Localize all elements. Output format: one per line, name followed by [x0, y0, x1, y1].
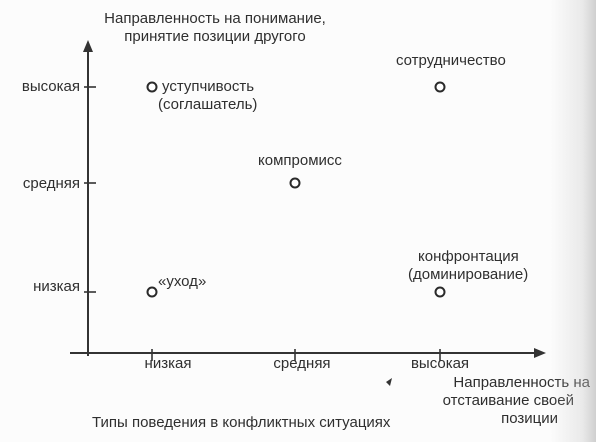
y-tick-label-low: низкая — [33, 278, 80, 295]
x-axis-arrow — [534, 348, 546, 358]
point-label-sotrudnichestvo: сотрудничество — [396, 52, 506, 69]
y-tick-label-medium: средняя — [22, 175, 80, 192]
data-point-2 — [434, 81, 446, 93]
points — [146, 81, 446, 298]
data-point-3 — [146, 286, 158, 298]
data-point-1 — [289, 177, 301, 189]
x-tick-label-high: высокая — [410, 355, 470, 372]
y-axis-title-line2: принятие позиции другого — [124, 28, 306, 45]
y-axis-title-line1: Направленность на понимание, — [104, 10, 326, 27]
x-tick-label-medium: средняя — [273, 355, 331, 372]
decorative-arrow-mark — [386, 378, 392, 386]
x-axis-title-line2: отстаивание своей — [442, 392, 574, 409]
point-label-kompromiss: компромисс — [258, 152, 342, 169]
x-axis-title-line3: позиции — [501, 410, 558, 427]
point-label-konfrontatsiya-line1: конфронтация — [418, 248, 519, 265]
point-label-ustupchivost-line1: уступчивость — [162, 78, 255, 95]
data-point-4 — [434, 286, 446, 298]
y-axis-arrow — [83, 40, 93, 52]
x-tick-label-low: низкая — [144, 355, 192, 372]
chart-title: Типы поведения в конфликтных ситуациях — [92, 414, 391, 431]
point-label-konfrontatsiya-line2: (доминирование) — [408, 266, 529, 283]
axes — [70, 40, 546, 386]
point-label-ukhod: «уход» — [158, 273, 207, 290]
data-point-0 — [146, 81, 158, 93]
y-tick-label-high: высокая — [21, 78, 80, 95]
ticks — [84, 86, 441, 361]
point-label-ustupchivost-line2: (соглашатель) — [158, 96, 258, 113]
